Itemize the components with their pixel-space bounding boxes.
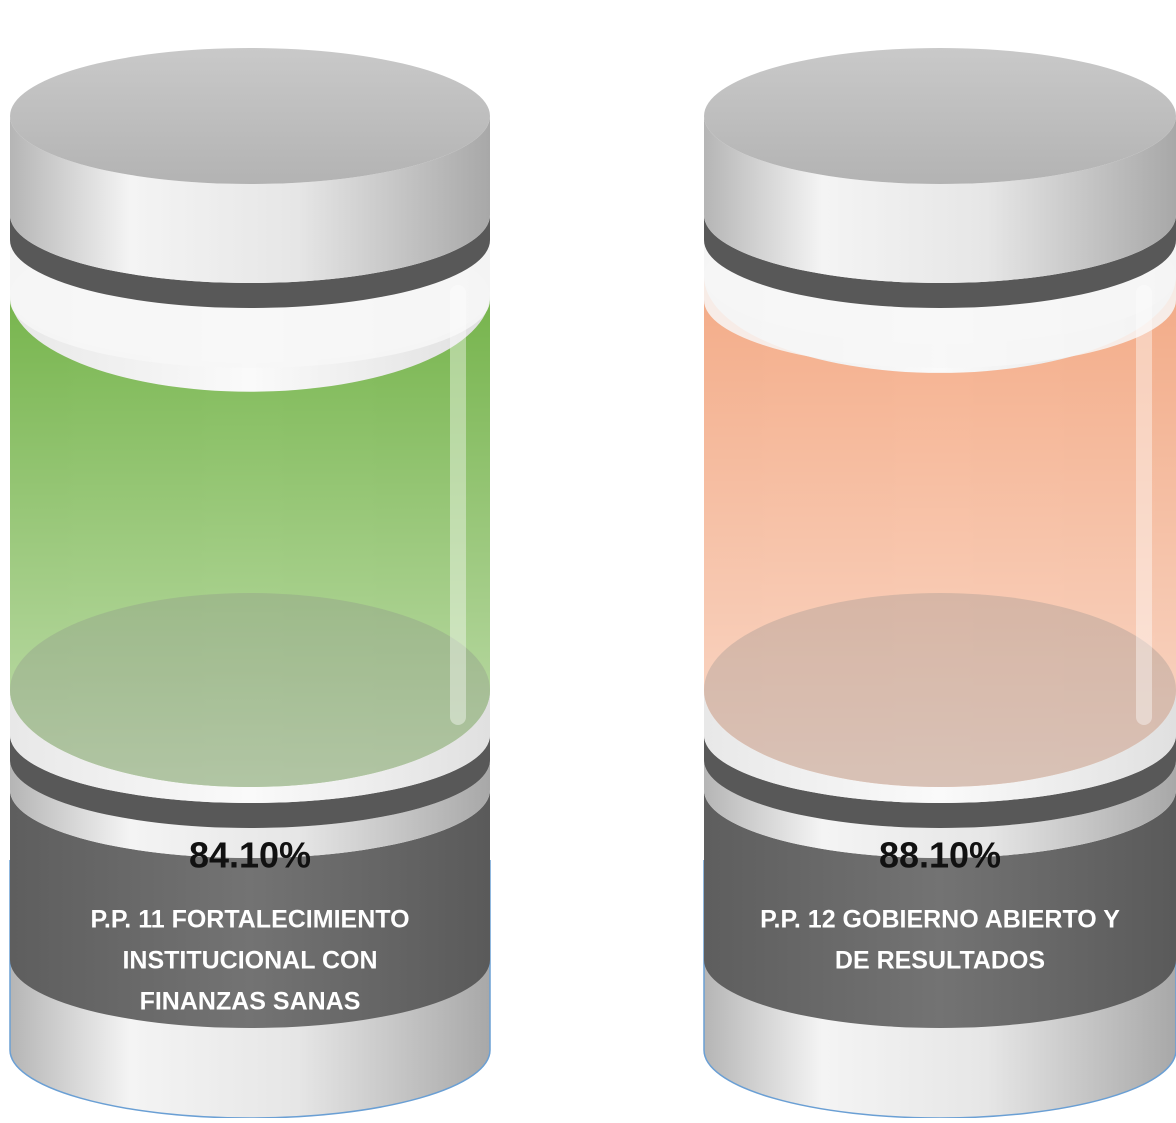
chart: 84.10% P.P. 11 FORTALECIMIENTO INSTITUCION… <box>0 0 1176 1118</box>
category-label: P.P. 11 FORTALECIMIENTO <box>90 906 409 934</box>
cap-top <box>10 48 490 184</box>
value-label: 84.10% <box>189 835 311 876</box>
glass-highlight <box>1136 285 1152 725</box>
category-label: DE RESULTADOS <box>835 947 1045 975</box>
liquid-floor <box>10 593 490 787</box>
glass-highlight <box>450 285 466 725</box>
cap-top <box>704 48 1176 184</box>
value-label: 88.10% <box>879 835 1001 876</box>
category-label: INSTITUCIONAL CON <box>122 947 377 975</box>
category-label: FINANZAS SANAS <box>140 988 361 1016</box>
category-label: P.P. 12 GOBIERNO ABIERTO Y <box>760 906 1120 934</box>
liquid-floor <box>704 593 1176 787</box>
page: 84.10% P.P. 11 FORTALECIMIENTO INSTITUCION… <box>0 0 1176 1118</box>
